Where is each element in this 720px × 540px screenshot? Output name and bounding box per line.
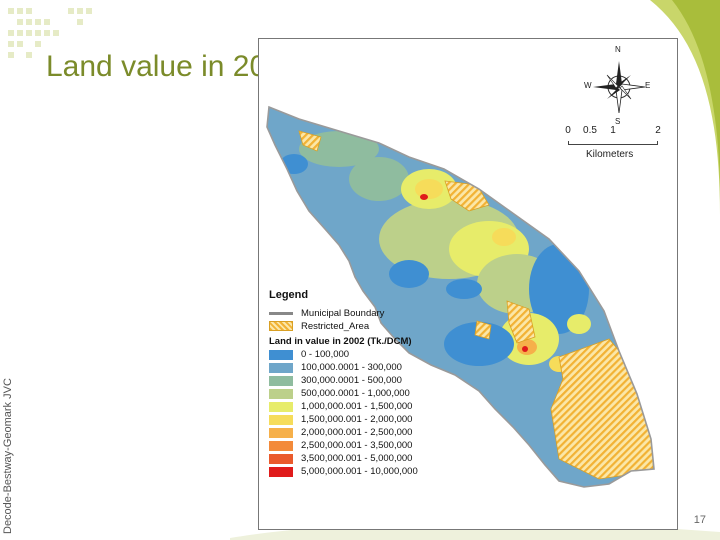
legend-restricted-row: Restricted_Area: [269, 320, 489, 333]
scale-tick-label: 0: [565, 125, 571, 136]
municipal-boundary-outline: [266, 105, 655, 488]
legend-color-swatch: [269, 388, 293, 399]
compass-south-label: S: [615, 117, 621, 126]
side-credit-text: Decode-Bestway-Geomark JVC: [2, 378, 14, 534]
compass-north-label: N: [615, 45, 621, 54]
map-legend: Legend Municipal Boundary Restricted_Are…: [269, 289, 489, 479]
legend-color-swatch: [269, 349, 293, 360]
legend-color-swatch: [269, 440, 293, 451]
legend-class-row: 5,000,000.001 - 10,000,000: [269, 466, 489, 479]
legend-class-row: 2,500,000.001 - 3,500,000: [269, 440, 489, 453]
legend-class-label: 500,000.0001 - 1,000,000: [301, 388, 410, 400]
compass-east-label: E: [645, 81, 651, 90]
legend-classes-title: Land in value in 2002 (Tk./DCM): [269, 335, 412, 347]
legend-title: Legend: [269, 289, 309, 301]
legend-class-label: 2,500,000.001 - 3,500,000: [301, 440, 413, 452]
scale-unit: Kilometers: [586, 149, 634, 160]
legend-class-label: 0 - 100,000: [301, 349, 350, 361]
restricted-hatch-swatch: [269, 321, 293, 332]
compass-west-label: W: [584, 81, 592, 90]
scale-tick-label: 2: [655, 125, 661, 136]
municipality-map-drawing: [266, 105, 655, 488]
legend-class-label: 3,500,000.001 - 5,000,000: [301, 453, 413, 465]
legend-color-swatch: [269, 362, 293, 373]
page-number: 17: [693, 514, 706, 526]
legend-color-swatch: [269, 401, 293, 412]
legend-class-row: 1,500,000.001 - 2,000,000: [269, 414, 489, 427]
slide-title: Land value in 2002: [46, 50, 300, 83]
legend-class-label: 1,500,000.001 - 2,000,000: [301, 414, 413, 426]
compass-rose-icon: [593, 61, 646, 114]
scale-tick-label: 1: [610, 125, 616, 136]
legend-boundary-label: Municipal Boundary: [301, 307, 385, 319]
legend-color-swatch: [269, 375, 293, 386]
legend-color-swatch: [269, 427, 293, 438]
legend-class-row: 500,000.0001 - 1,000,000: [269, 388, 489, 401]
legend-class-row: 1,000,000.001 - 1,500,000: [269, 401, 489, 414]
legend-class-row: 100,000.0001 - 300,000: [269, 362, 489, 375]
legend-class-label: 300,000.0001 - 500,000: [301, 375, 402, 387]
legend-color-swatch: [269, 453, 293, 464]
scale-tick-label: 0.5: [583, 125, 597, 136]
legend-class-label: 5,000,000.001 - 10,000,000: [301, 466, 418, 478]
legend-boundary-row: Municipal Boundary: [269, 307, 489, 320]
legend-class-row: 300,000.0001 - 500,000: [269, 375, 489, 388]
land-value-map: N S E W 0 0.5 1 2 Kilometers Legend Muni…: [258, 38, 678, 530]
boundary-line-swatch: [269, 311, 293, 315]
legend-class-label: 2,000,000.001 - 2,500,000: [301, 427, 413, 439]
legend-class-row: 0 - 100,000: [269, 349, 489, 362]
north-arrow-compass: N S E W: [584, 45, 651, 126]
decorative-dot-grid: [8, 8, 92, 58]
legend-class-row: 2,000,000.001 - 2,500,000: [269, 427, 489, 440]
legend-class-list: 0 - 100,000 100,000.0001 - 300,000 300,000…: [269, 349, 489, 479]
scale-bar: 0 0.5 1 2 Kilometers: [564, 125, 674, 165]
decorative-leaf: [650, 0, 720, 215]
legend-color-swatch: [269, 466, 293, 477]
legend-color-swatch: [269, 414, 293, 425]
legend-class-label: 1,000,000.001 - 1,500,000: [301, 401, 413, 413]
legend-restricted-label: Restricted_Area: [301, 320, 370, 332]
legend-class-label: 100,000.0001 - 300,000: [301, 362, 402, 374]
scale-bar-line: [568, 141, 658, 145]
legend-class-row: 3,500,000.001 - 5,000,000: [269, 453, 489, 466]
